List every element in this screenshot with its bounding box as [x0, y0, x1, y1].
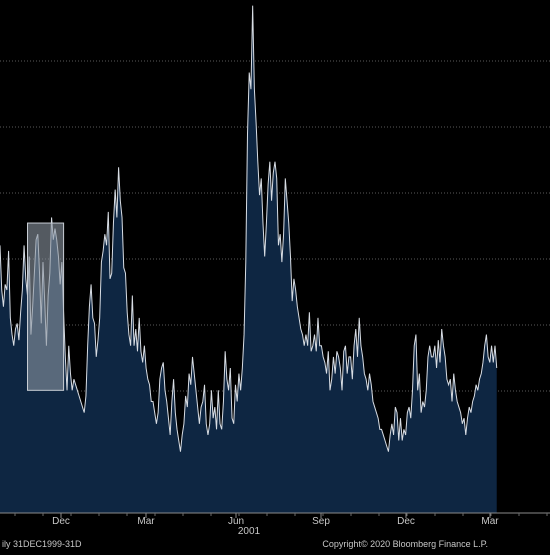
x-tick-label: Jun: [228, 516, 244, 527]
series-area: [0, 5, 497, 514]
year-label: 2001: [238, 526, 261, 537]
footer-date-range: ily 31DEC1999-31D: [2, 539, 82, 549]
x-tick-label: Mar: [481, 516, 499, 527]
footer-copyright: Copyright© 2020 Bloomberg Finance L.P.: [322, 539, 488, 549]
x-tick-label: Mar: [137, 516, 155, 527]
x-tick-label: Dec: [52, 516, 70, 527]
x-axis-ticks: Dec Mar Jun Sep Dec Mar: [14, 513, 548, 527]
x-tick-label: Dec: [397, 516, 415, 527]
x-tick-label: Sep: [312, 516, 330, 527]
highlight-box: [27, 222, 65, 391]
series-line: [0, 5, 498, 452]
